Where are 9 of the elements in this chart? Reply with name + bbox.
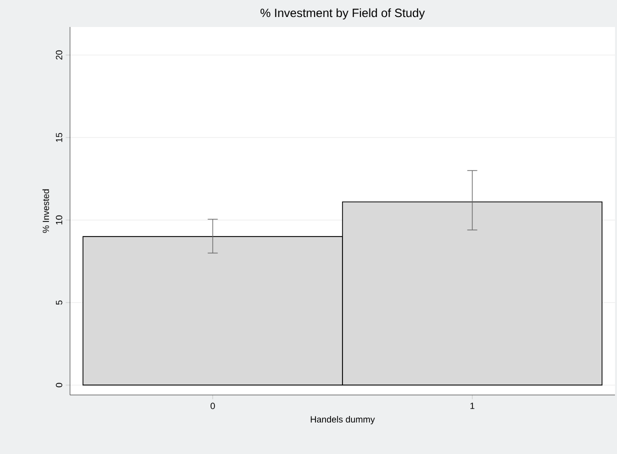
y-tick-label: 20	[56, 50, 62, 60]
y-tick-label: 15	[56, 132, 62, 142]
y-tick-label: 10	[56, 215, 62, 224]
y-axis-title: % Invested	[42, 189, 50, 233]
chart-title: % Investment by Field of Study	[260, 8, 425, 20]
x-tick-label: 1	[470, 402, 474, 409]
x-axis-title: Handels dummy	[310, 416, 375, 424]
y-tick-label: 0	[56, 382, 62, 388]
y-tick-label: 5	[56, 300, 62, 305]
